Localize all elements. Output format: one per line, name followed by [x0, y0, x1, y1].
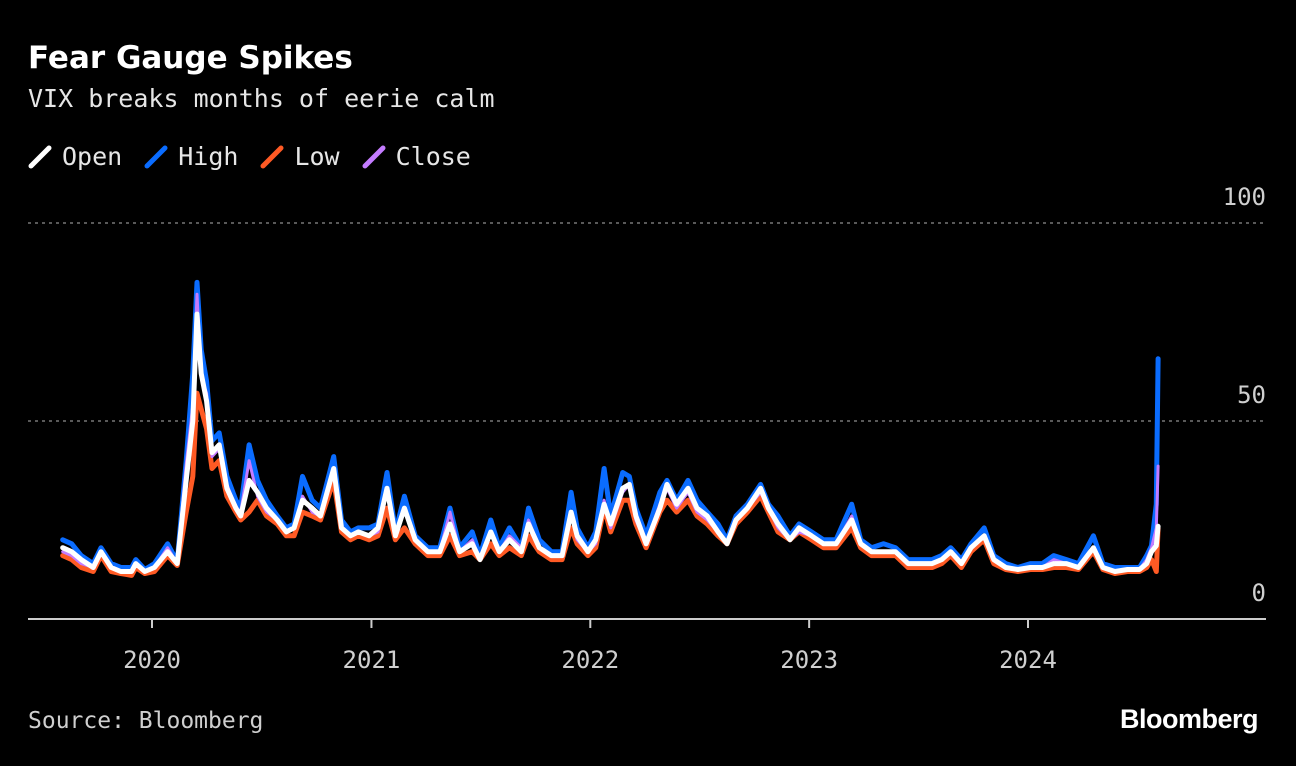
legend-swatch-close-icon — [362, 145, 386, 168]
bloomberg-logo: Bloomberg — [1119, 704, 1259, 734]
legend-item-low: Low — [260, 142, 340, 171]
legend-item-close: Close — [362, 142, 471, 171]
x-tick-label: 2022 — [561, 646, 619, 674]
legend-swatch-low-icon — [260, 145, 284, 168]
legend: Open High Low Close — [28, 142, 471, 171]
x-tick-label: 2023 — [780, 646, 838, 674]
legend-swatch-open-icon — [28, 145, 52, 168]
legend-label-low: Low — [294, 142, 340, 171]
chart-subtitle: VIX breaks months of eerie calm — [28, 84, 495, 113]
y-tick-label: 100 — [1223, 183, 1266, 211]
legend-label-high: High — [178, 142, 239, 171]
y-tick-label: 0 — [1252, 579, 1266, 607]
x-tick-label: 2024 — [999, 646, 1057, 674]
legend-label-close: Close — [395, 142, 471, 171]
x-tick-label: 2020 — [123, 646, 181, 674]
legend-swatch-high-icon — [144, 145, 168, 168]
series-line-open — [60, 311, 1161, 574]
legend-item-high: High — [144, 142, 238, 171]
source-note: Source: Bloomberg — [28, 708, 264, 734]
chart-title: Fear Gauge Spikes — [28, 40, 353, 76]
x-tick-label: 2021 — [343, 646, 401, 674]
y-tick-label: 50 — [1237, 381, 1266, 409]
legend-label-open: Open — [62, 142, 123, 171]
legend-item-open: Open — [28, 142, 122, 171]
